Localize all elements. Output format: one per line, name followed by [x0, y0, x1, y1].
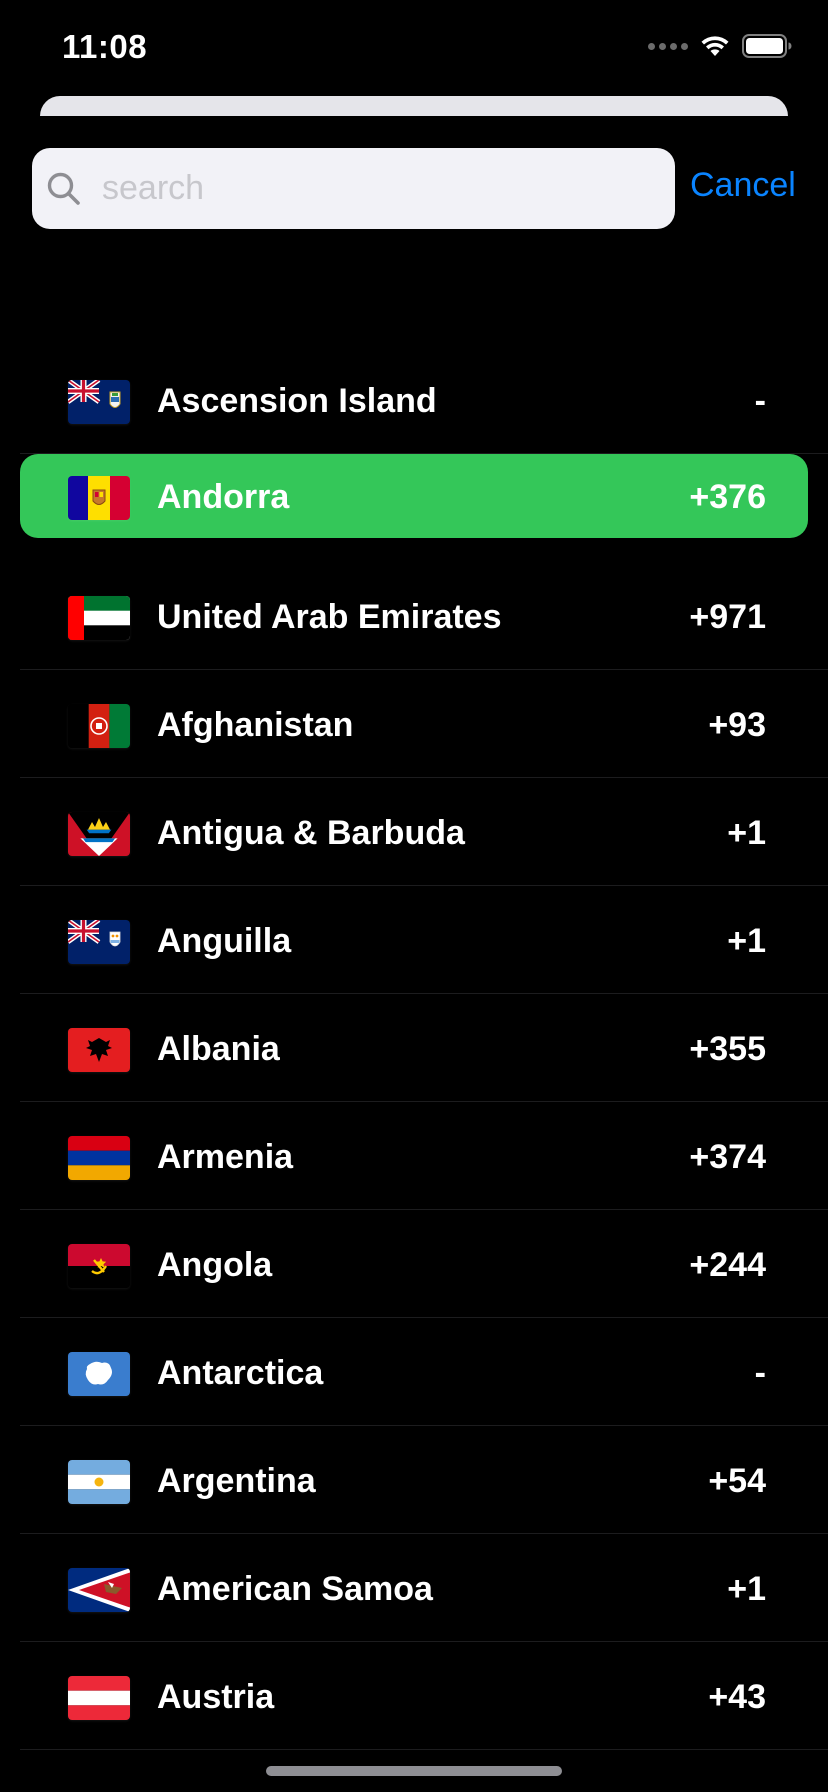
selected-row-highlight	[20, 454, 808, 538]
country-row-antigua-barbuda[interactable]: Antigua & Barbuda +1	[0, 778, 828, 886]
antarctica-flag-icon	[68, 1352, 130, 1396]
angola-flag-icon	[68, 1244, 130, 1288]
andorra-flag-icon	[68, 476, 130, 520]
country-name: Armenia	[157, 1138, 294, 1176]
status-time: 11:08	[62, 28, 148, 65]
dial-code: +374	[689, 1138, 766, 1176]
cancel-button[interactable]: Cancel	[690, 166, 796, 204]
argentina-flag-icon	[68, 1460, 130, 1504]
dial-code: +1	[727, 814, 766, 852]
country-name: Andorra	[157, 478, 290, 516]
country-name: Albania	[157, 1030, 280, 1068]
country-list[interactable]: Ascension Island - Andorra +376	[0, 346, 828, 1750]
afghanistan-flag-icon	[68, 704, 130, 748]
country-name: Ascension Island	[157, 382, 437, 420]
search-icon	[46, 171, 82, 207]
antigua-barbuda-flag-icon	[68, 812, 130, 856]
dial-code: -	[754, 382, 766, 420]
dial-code: +971	[689, 598, 766, 636]
armenia-flag-icon	[68, 1136, 130, 1180]
dial-code: +54	[708, 1462, 766, 1500]
country-row-antarctica[interactable]: Antarctica -	[0, 1318, 828, 1426]
country-name: United Arab Emirates	[157, 598, 502, 636]
country-name: Austria	[157, 1678, 275, 1716]
country-name: Anguilla	[157, 922, 292, 960]
country-row-argentina[interactable]: Argentina +54	[0, 1426, 828, 1534]
uae-flag-icon	[68, 596, 130, 640]
dial-code: +1	[727, 1570, 766, 1608]
sheet-handle[interactable]	[40, 96, 788, 116]
american-samoa-flag-icon	[68, 1568, 130, 1612]
country-row-armenia[interactable]: Armenia +374	[0, 1102, 828, 1210]
country-name: Afghanistan	[157, 706, 354, 744]
country-name: Antarctica	[157, 1354, 324, 1392]
anguilla-flag-icon	[68, 920, 130, 964]
search-input[interactable]	[102, 169, 642, 208]
dial-code: +244	[689, 1246, 766, 1284]
country-row-american-samoa[interactable]: American Samoa +1	[0, 1534, 828, 1642]
status-icons	[648, 34, 792, 58]
wifi-icon	[701, 36, 729, 56]
country-name: Argentina	[157, 1462, 316, 1500]
albania-flag-icon	[68, 1028, 130, 1072]
cellular-signal-icon	[648, 42, 688, 50]
home-indicator[interactable]	[266, 1766, 562, 1776]
country-row-angola[interactable]: Angola +244	[0, 1210, 828, 1318]
country-row-austria[interactable]: Austria +43	[0, 1642, 828, 1750]
status-bar: 11:08	[0, 0, 828, 100]
country-row-andorra[interactable]: Andorra +376	[0, 454, 828, 562]
country-name: Antigua & Barbuda	[157, 814, 465, 852]
dial-code: +376	[689, 478, 766, 516]
dial-code: +355	[689, 1030, 766, 1068]
dial-code: +43	[708, 1678, 766, 1716]
ascension-island-flag-icon	[68, 380, 130, 424]
battery-icon	[742, 34, 792, 58]
dial-code: +1	[727, 922, 766, 960]
austria-flag-icon	[68, 1676, 130, 1720]
country-row-albania[interactable]: Albania +355	[0, 994, 828, 1102]
country-name: Angola	[157, 1246, 273, 1284]
country-row-anguilla[interactable]: Anguilla +1	[0, 886, 828, 994]
country-name: American Samoa	[157, 1570, 433, 1608]
search-field[interactable]	[32, 148, 675, 229]
country-row-united-arab-emirates[interactable]: United Arab Emirates +971	[0, 562, 828, 670]
dial-code: -	[754, 1354, 766, 1392]
country-row-afghanistan[interactable]: Afghanistan +93	[0, 670, 828, 778]
country-row-ascension-island[interactable]: Ascension Island -	[0, 346, 828, 454]
dial-code: +93	[708, 706, 766, 744]
